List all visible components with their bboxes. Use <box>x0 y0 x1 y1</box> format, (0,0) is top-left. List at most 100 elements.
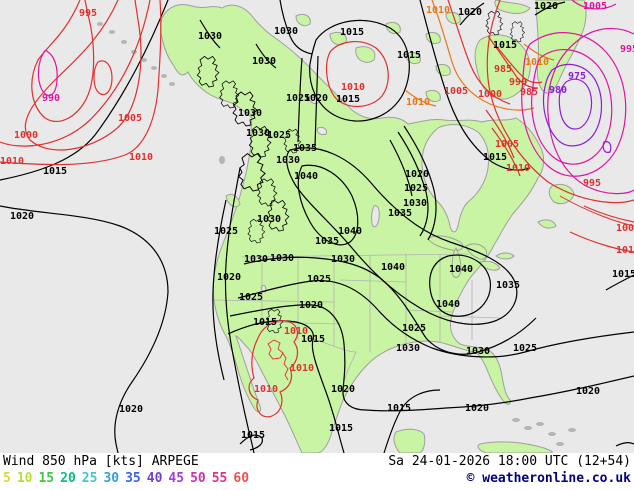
water-bodies <box>242 95 489 414</box>
contour-label: 1010 <box>525 57 549 68</box>
contour-label: 1020 <box>534 1 558 12</box>
wind-speed-scale: 5 10 15 20 25 30 35 40 45 50 55 60 <box>3 470 249 487</box>
contour-label: 1035 <box>496 280 520 291</box>
contour-label: 990 <box>42 93 60 104</box>
weather-map: 995 990 1005 1000 1010 1010 1015 1020 1020 1025 10… <box>0 0 634 453</box>
contour-label: 985 <box>494 64 512 75</box>
contour-label: 1010 <box>426 5 450 16</box>
contour-label: 1020 <box>304 93 328 104</box>
contour-label: 1025 <box>214 226 238 237</box>
isobars-purple <box>542 63 612 153</box>
state-borders <box>213 253 501 383</box>
contour-label: 1020 <box>405 169 429 180</box>
contour-label: 1040 <box>436 299 460 310</box>
contour-label: 1035 <box>388 208 412 219</box>
contour-label: 1030 <box>466 346 490 357</box>
contour-label: 1025 <box>239 292 263 303</box>
copyright: © weatheronline.co.uk <box>466 471 631 486</box>
contour-label: 995 <box>620 44 634 55</box>
contour-label: 1025 <box>513 343 537 354</box>
contour-label: 1030 <box>198 31 222 42</box>
contour-label: 1015 <box>329 423 353 434</box>
contour-label: 1030 <box>276 155 300 166</box>
contour-label: 1040 <box>338 226 362 237</box>
contour-label: 1030 <box>257 214 281 225</box>
contour-label: 1000 <box>478 89 502 100</box>
contour-label: 1015 <box>336 94 360 105</box>
landmass-greenland <box>535 0 587 94</box>
scale-value: 5 <box>3 471 11 486</box>
contour-label: 1010 <box>284 326 308 337</box>
contour-label: 985 <box>520 87 538 98</box>
contour-label: 1040 <box>381 262 405 273</box>
contour-label: 975 <box>568 71 586 82</box>
contour-label: 1015 <box>387 403 411 414</box>
isobars-magenta <box>37 0 634 195</box>
contour-label: 1010 <box>254 384 278 395</box>
contour-label: 1010 <box>129 152 153 163</box>
contour-label: 1020 <box>10 211 34 222</box>
scale-value: 35 <box>125 471 141 486</box>
contour-label: 1040 <box>449 264 473 275</box>
scale-value: 15 <box>38 471 55 486</box>
contour-label: 1020 <box>465 403 489 414</box>
contour-label: 1005 <box>616 223 634 234</box>
map-datetime: Sa 24-01-2026 18:00 UTC (12+54) <box>388 454 631 469</box>
contour-label: 1010 <box>290 363 314 374</box>
contour-label: 1025 <box>267 130 291 141</box>
contour-label: 1040 <box>294 171 318 182</box>
scale-value: 10 <box>16 471 33 486</box>
contour-label: 1020 <box>119 404 143 415</box>
contour-label: 1030 <box>274 26 298 37</box>
contour-label: 1005 <box>583 1 607 12</box>
scale-value: 25 <box>81 471 98 486</box>
contour-label: 1035 <box>293 143 317 154</box>
contour-label: 1005 <box>444 86 468 97</box>
contour-label: 1010 <box>341 82 365 93</box>
contour-label: 1030 <box>403 198 427 209</box>
contour-label: 1015 <box>301 334 325 345</box>
scale-value: 45 <box>168 471 185 486</box>
contour-label: 1030 <box>252 56 276 67</box>
isobars-black <box>0 0 634 453</box>
contour-label: 1010 <box>0 156 24 167</box>
contour-label: 1015 <box>253 317 277 328</box>
contour-label: 1015 <box>483 152 507 163</box>
map-footer: Wind 850 hPa [kts] ARPEGE Sa 24-01-2026 … <box>0 453 634 490</box>
contour-label: 1015 <box>493 40 517 51</box>
contour-label: 1015 <box>612 269 634 280</box>
contour-label: 980 <box>549 85 567 96</box>
contour-label: 1015 <box>340 27 364 38</box>
contour-label: 1025 <box>307 274 331 285</box>
contour-label: 1005 <box>495 139 519 150</box>
contour-label: 1020 <box>217 272 241 283</box>
contour-label: 990 <box>509 77 527 88</box>
contour-label: 1025 <box>404 183 428 194</box>
contour-label: 1025 <box>402 323 426 334</box>
island-chains <box>97 22 576 446</box>
contour-label: 995 <box>79 8 97 19</box>
contour-label: 1030 <box>270 253 294 264</box>
contour-label: 1035 <box>315 236 339 247</box>
contour-label: 1010 <box>616 245 634 256</box>
contour-label: 1010 <box>506 163 530 174</box>
contour-label: 1015 <box>397 50 421 61</box>
contour-label: 1030 <box>238 108 262 119</box>
contour-label: 1030 <box>244 254 268 265</box>
scale-value: 55 <box>211 471 228 486</box>
contour-label: 1025 <box>286 93 310 104</box>
contour-label: 1020 <box>331 384 355 395</box>
contour-label: 1030 <box>396 343 420 354</box>
contour-label: 1020 <box>299 300 323 311</box>
contour-label: 1000 <box>14 130 38 141</box>
map-title: Wind 850 hPa [kts] ARPEGE <box>3 454 199 469</box>
contour-label: 1015 <box>241 430 265 441</box>
isobars-orange <box>404 0 555 111</box>
contour-label: 1030 <box>331 254 355 265</box>
contour-label: 1005 <box>118 113 142 124</box>
scale-value: 50 <box>190 471 206 486</box>
isobars-red <box>0 0 634 418</box>
contour-label: 1020 <box>458 7 482 18</box>
lake-winnipeg <box>371 205 380 228</box>
